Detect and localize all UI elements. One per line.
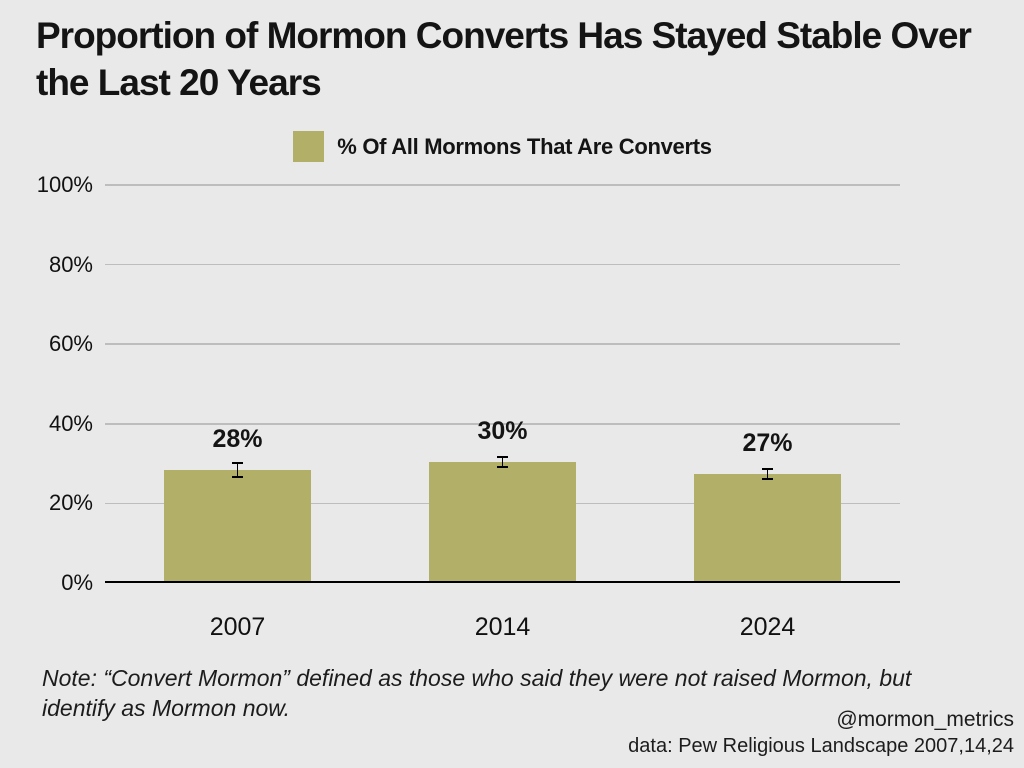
attribution-handle: @mormon_metrics	[836, 708, 1014, 731]
gridline-80	[105, 263, 900, 266]
gridline-40	[105, 423, 900, 425]
legend-label: % Of All Mormons That Are Converts	[337, 133, 712, 159]
y-axis-tick-label: 40%	[48, 410, 93, 436]
gridline-100	[105, 184, 900, 186]
error-bar-2024	[762, 467, 773, 480]
bar-2007	[164, 469, 311, 581]
bar-value-label-2024: 27%	[742, 428, 793, 457]
legend: % Of All Mormons That Are Converts	[105, 131, 900, 162]
attribution: @mormon_metrics data: Pew Religious Land…	[628, 706, 1014, 759]
x-axis-tick-label-2024: 2024	[739, 613, 796, 641]
x-axis-tick-label-2007: 2007	[209, 613, 266, 641]
gridline-60	[105, 343, 900, 345]
legend-swatch-icon	[293, 131, 325, 162]
y-axis-tick-label: 60%	[48, 331, 93, 357]
bar-value-label-2007: 28%	[212, 424, 263, 453]
note-text: Note: “Convert Mormon” defined as those …	[42, 665, 912, 722]
error-bar-2014	[497, 455, 508, 468]
attribution-source: data: Pew Religious Landscape 2007,14,24	[628, 735, 1014, 758]
chart-title: Proportion of Mormon Converts Has Stayed…	[36, 15, 972, 104]
y-axis-tick-label: 80%	[48, 251, 93, 277]
x-axis-tick-label-2014: 2014	[474, 613, 531, 641]
bar-2014	[429, 461, 576, 581]
plot-area: 0% 20% 40% 60% 80% 100% 28% 2007 30% 2014 27% 2024	[37, 172, 900, 641]
y-axis-tick-label: 20%	[48, 490, 93, 516]
y-axis-tick-label: 100%	[36, 172, 93, 197]
y-axis-tick-label: 0%	[61, 570, 93, 595]
bar-value-label-2014: 30%	[477, 416, 528, 445]
bar-2024	[694, 473, 841, 581]
error-bar-2007	[232, 461, 243, 478]
